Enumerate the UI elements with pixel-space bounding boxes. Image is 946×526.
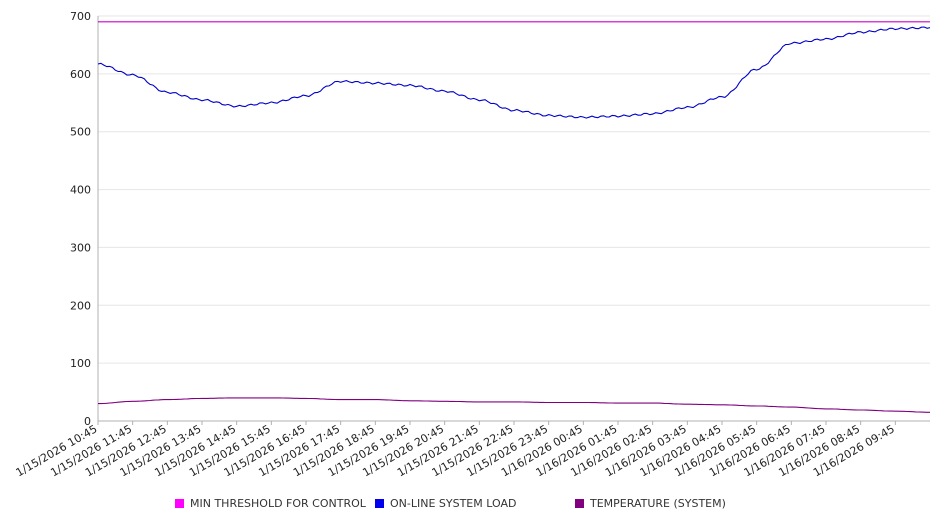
legend-label-system-load: ON-LINE SYSTEM LOAD xyxy=(390,497,517,510)
line-temperature xyxy=(98,397,930,413)
legend-swatch-system-load xyxy=(375,499,384,508)
axes xyxy=(97,16,930,425)
line-system-load xyxy=(97,26,931,119)
y-tick-label: 100 xyxy=(70,357,91,370)
y-tick-label: 400 xyxy=(70,184,91,197)
y-tick-label: 200 xyxy=(70,299,91,312)
grid-lines xyxy=(98,15,930,364)
y-tick-label: 600 xyxy=(70,68,91,81)
legend-swatch-temperature xyxy=(575,499,584,508)
legend-item-temperature[interactable]: TEMPERATURE (SYSTEM) xyxy=(575,497,726,510)
legend-swatch-min-threshold xyxy=(175,499,184,508)
y-tick-label: 300 xyxy=(70,241,91,254)
y-tick-label: 500 xyxy=(70,126,91,139)
legend-label-min-threshold: MIN THRESHOLD FOR CONTROL xyxy=(190,497,366,510)
y-tick-label: 700 xyxy=(70,10,91,23)
y-tick-label: 0 xyxy=(84,415,91,428)
legend: MIN THRESHOLD FOR CONTROL ON-LINE SYSTEM… xyxy=(0,497,946,515)
legend-label-temperature: TEMPERATURE (SYSTEM) xyxy=(590,497,726,510)
y-axis-tick-labels: 0 100 200 300 400 500 600 700 xyxy=(70,10,91,428)
legend-item-min-threshold[interactable]: MIN THRESHOLD FOR CONTROL xyxy=(175,497,366,510)
legend-item-system-load[interactable]: ON-LINE SYSTEM LOAD xyxy=(375,497,516,510)
x-axis-tick-labels: 1/15/2026 10:451/15/2026 11:451/15/2026 … xyxy=(14,422,897,479)
line-chart: 0 100 200 300 400 500 600 700 1/15/2026 10:451/… xyxy=(14,10,931,479)
series-lines xyxy=(97,21,931,413)
